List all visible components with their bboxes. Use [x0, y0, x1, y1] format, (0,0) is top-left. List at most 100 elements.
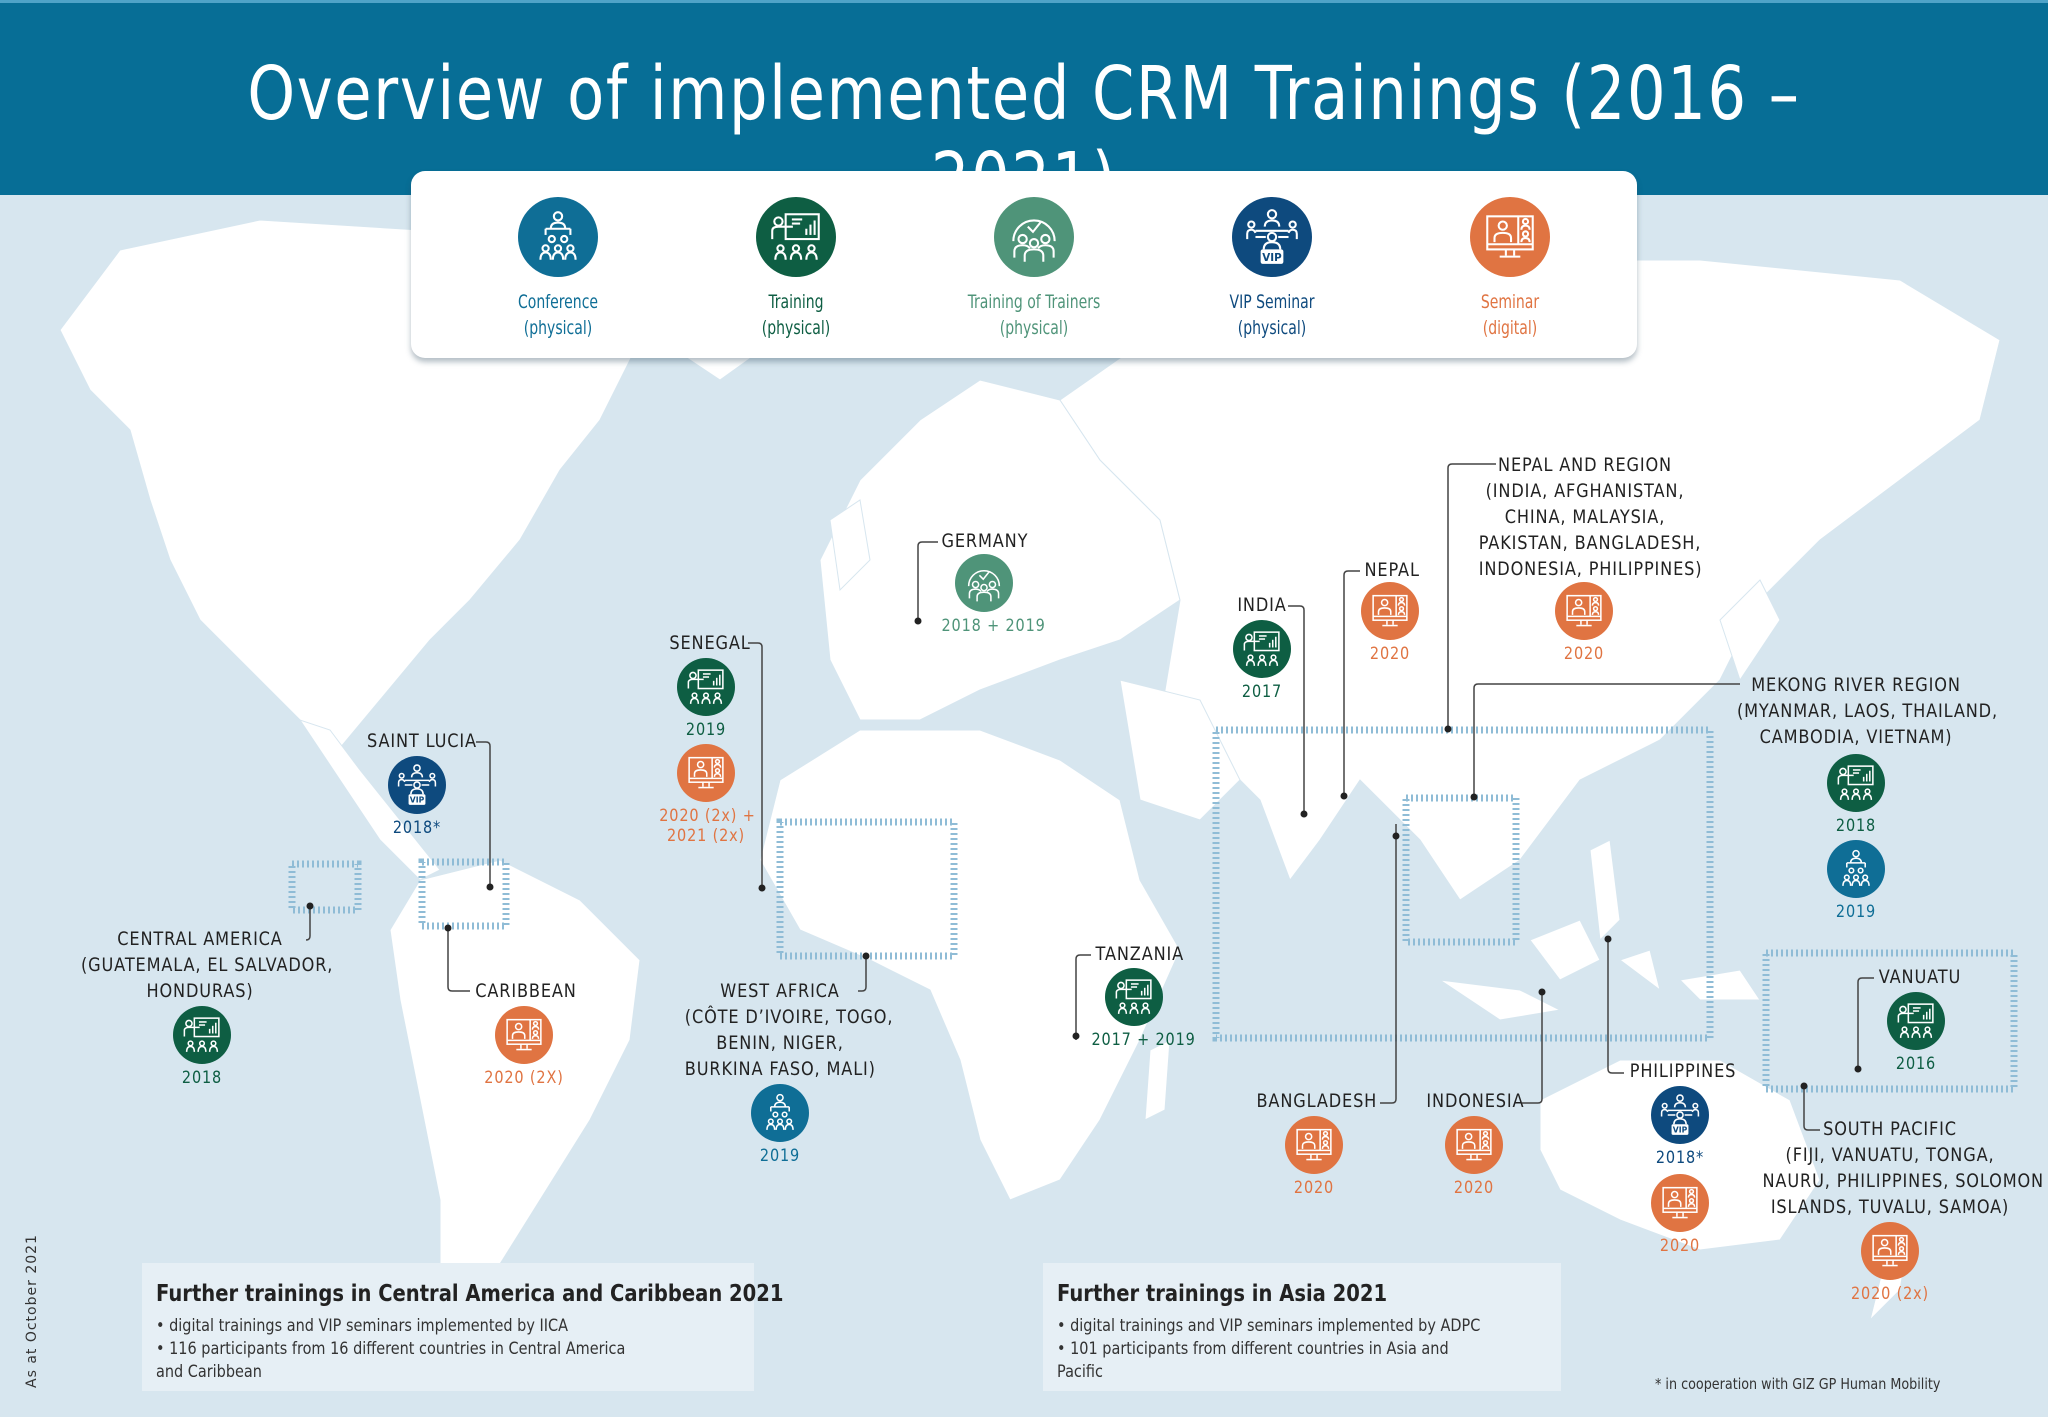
label-west-africa: WEST AFRICA (CÔTE D’IVOIRE, TOGO, BENIN,… [684, 978, 894, 1082]
year-label: 2018 [181, 1068, 223, 1088]
training-icon [677, 658, 735, 716]
year-label: 2017 [1241, 682, 1283, 702]
legend-sublabel: (digital) [1482, 317, 1538, 339]
label-line: (FIJI, VANUATU, TONGA, [1785, 1144, 1995, 1166]
digital-seminar-icon [1861, 1222, 1919, 1280]
digital-seminar-icon [1651, 1174, 1709, 1232]
legend-sublabel: (physical) [523, 317, 593, 339]
year-label: 2020 [1659, 1236, 1701, 1256]
marker-tanzania-training[interactable]: 2017 + 2019 [1084, 968, 1196, 1050]
legend-label: VIP Seminar [1229, 291, 1315, 313]
marker-south-pacific-seminar[interactable]: 2020 (2x) [1840, 1222, 1940, 1304]
year-label: 2017 + 2019 [1091, 1030, 1196, 1050]
digital-seminar-icon [495, 1006, 553, 1064]
training-icon [1233, 620, 1291, 678]
label-line: PAKISTAN, BANGLADESH, [1478, 532, 1702, 554]
marker-philippines-vip[interactable]: 2018* [1640, 1086, 1720, 1168]
year-label: 2020 [1563, 644, 1605, 664]
conference-icon [1827, 840, 1885, 898]
uk [829, 499, 871, 592]
label-tanzania: TANZANIA [1095, 943, 1185, 965]
info-bullet: • digital trainings and VIP seminars imp… [156, 1316, 568, 1336]
footnote: * in cooperation with GIZ GP Human Mobil… [1655, 1375, 1941, 1393]
label-line: INDONESIA, PHILIPPINES) [1478, 558, 1703, 580]
marker-philippines-seminar[interactable]: 2020 [1640, 1174, 1720, 1256]
info-box-americas: Further trainings in Central America and… [142, 1263, 784, 1391]
marker-nepal-seminar[interactable]: 2020 [1350, 582, 1430, 664]
label-line: ISLANDS, TUVALU, SAMOA) [1770, 1196, 2010, 1218]
legend: Conference (physical) Training (physical… [411, 171, 1637, 358]
label-line: (MYANMAR, LAOS, THAILAND, [1737, 700, 1998, 722]
legend-label: Conference [517, 291, 599, 313]
legend-item-seminar-digital: Seminar (digital) [1400, 197, 1620, 341]
year-label: 2020 [1369, 644, 1411, 664]
marker-saint-lucia-vip[interactable]: 2018* [377, 756, 457, 838]
info-bullet: • 101 participants from different countr… [1057, 1339, 1449, 1359]
label-nepal: NEPAL [1364, 559, 1420, 581]
marker-vanuatu-training[interactable]: 2016 [1876, 992, 1956, 1074]
as-at-date-note: As at October 2021 [24, 1234, 40, 1388]
label-line: BENIN, NIGER, [716, 1032, 844, 1054]
marker-indonesia-seminar[interactable]: 2020 [1434, 1116, 1514, 1198]
legend-sublabel: (physical) [761, 317, 831, 339]
vip-seminar-icon [1232, 197, 1312, 277]
marker-nepal-region-seminar[interactable]: 2020 [1544, 582, 1624, 664]
label-line: MEKONG RIVER REGION [1751, 674, 1961, 696]
label-india: INDIA [1237, 594, 1287, 616]
label-south-pacific: SOUTH PACIFIC (FIJI, VANUATU, TONGA, NAU… [1763, 1116, 2044, 1220]
info-title: Further trainings in Central America and… [156, 1281, 784, 1307]
legend-sublabel: (physical) [1237, 317, 1307, 339]
conference-icon [518, 197, 598, 277]
label-line: NEPAL AND REGION [1498, 454, 1672, 476]
digital-seminar-icon [1361, 582, 1419, 640]
marker-senegal-training[interactable]: 2019 [666, 658, 746, 740]
info-bullet: • digital trainings and VIP seminars imp… [1057, 1316, 1481, 1336]
info-bullet: • 116 participants from 16 different cou… [156, 1339, 626, 1359]
year-label: 2019 [685, 720, 727, 740]
year-label: 2019 [1835, 902, 1877, 922]
marker-mekong-conference[interactable]: 2019 [1816, 840, 1896, 922]
marker-bangladesh-seminar[interactable]: 2020 [1274, 1116, 1354, 1198]
year-label: 2018* [392, 818, 442, 838]
digital-seminar-icon [1555, 582, 1613, 640]
digital-seminar-icon [677, 744, 735, 802]
label-line: CHINA, MALAYSIA, [1504, 506, 1666, 528]
marker-mekong-training[interactable]: 2018 [1816, 754, 1896, 836]
marker-india-training[interactable]: 2017 [1222, 620, 1302, 702]
legend-item-conference: Conference (physical) [448, 197, 668, 341]
legend-sublabel: (physical) [999, 317, 1069, 339]
year-label: 2021 (2x) [666, 826, 746, 846]
label-philippines: PHILIPPINES [1629, 1060, 1737, 1082]
title-banner: Overview of implemented CRM Trainings (2… [0, 0, 2048, 223]
australia [1539, 1059, 1821, 1251]
label-line: HONDURAS) [146, 980, 254, 1002]
label-line: BURKINA FASO, MALI) [684, 1058, 876, 1080]
world-map [59, 199, 2001, 1342]
training-icon [1887, 992, 1945, 1050]
marker-west-africa-conference[interactable]: 2019 [740, 1084, 820, 1166]
year-label: 2018 [1835, 816, 1877, 836]
training-icon [1827, 754, 1885, 812]
legend-label: Training [768, 291, 824, 313]
label-caribbean: CARIBBEAN [475, 980, 577, 1002]
legend-item-training-of-trainers: Training of Trainers (physical) [924, 197, 1144, 341]
training-of-trainers-icon [994, 197, 1074, 277]
label-vanuatu: VANUATU [1878, 966, 1962, 988]
label-line: SOUTH PACIFIC [1823, 1118, 1957, 1140]
vip-seminar-icon [388, 756, 446, 814]
year-label: 2020 (2X) [484, 1068, 564, 1088]
training-icon [756, 197, 836, 277]
label-senegal: SENEGAL [669, 632, 751, 654]
label-germany: GERMANY [941, 530, 1029, 552]
label-indonesia: INDONESIA [1426, 1090, 1525, 1112]
marker-germany-tot[interactable]: 2018 + 2019 [934, 554, 1046, 636]
marker-caribbean-seminar[interactable]: 2020 (2X) [474, 1006, 574, 1088]
label-line: (CÔTE D’IVOIRE, TOGO, [684, 1006, 894, 1028]
label-saint-lucia: SAINT LUCIA [367, 730, 477, 752]
year-label: 2018 + 2019 [941, 616, 1046, 636]
conference-icon [751, 1084, 809, 1142]
label-line: (INDIA, AFGHANISTAN, [1485, 480, 1685, 502]
marker-central-america-training[interactable]: 2018 [162, 1006, 242, 1088]
philippines [1589, 839, 1621, 942]
marker-senegal-seminar[interactable]: 2020 (2x) + 2021 (2x) [651, 744, 761, 846]
